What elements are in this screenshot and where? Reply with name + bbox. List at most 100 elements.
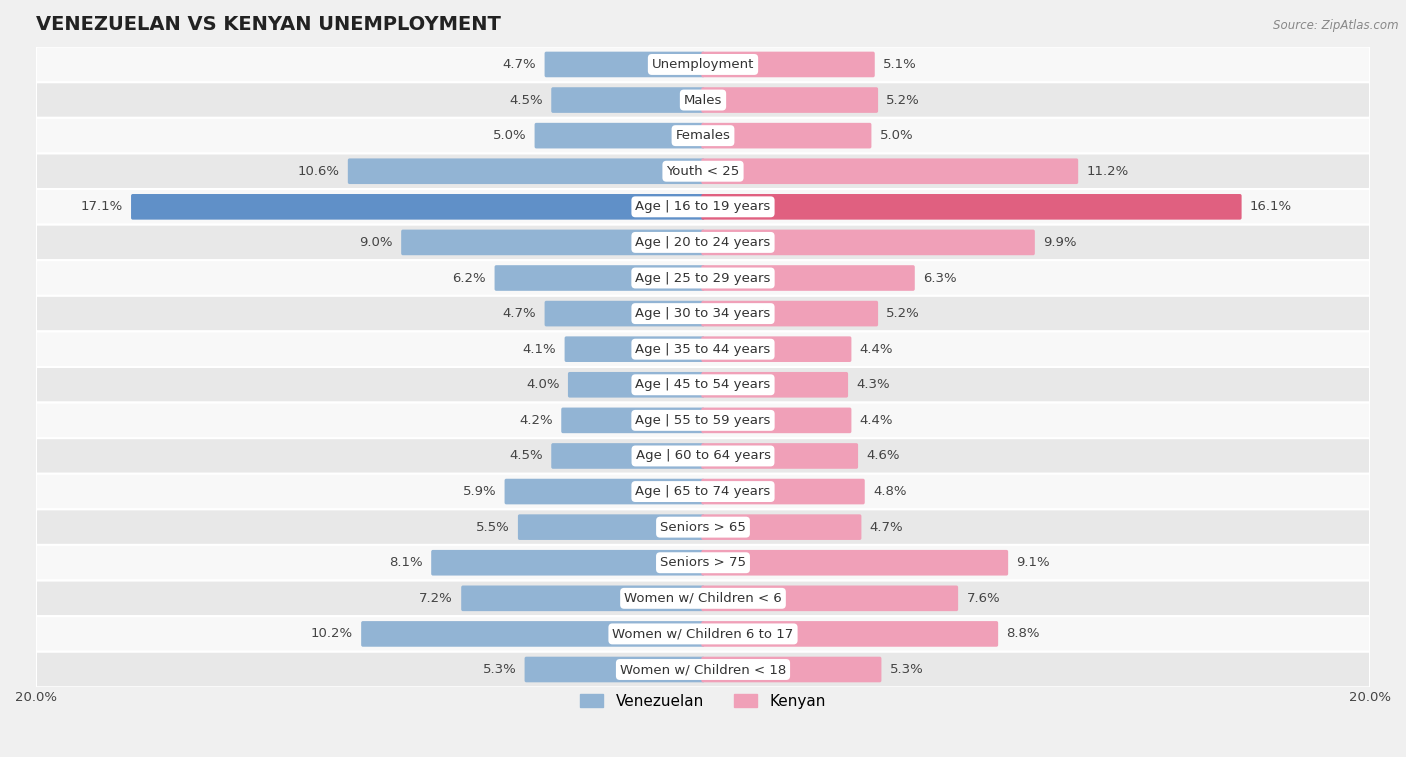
FancyBboxPatch shape bbox=[568, 372, 704, 397]
Text: 4.5%: 4.5% bbox=[509, 94, 543, 107]
Text: 4.7%: 4.7% bbox=[502, 307, 536, 320]
Text: Age | 35 to 44 years: Age | 35 to 44 years bbox=[636, 343, 770, 356]
FancyBboxPatch shape bbox=[401, 229, 704, 255]
Text: 4.2%: 4.2% bbox=[519, 414, 553, 427]
FancyBboxPatch shape bbox=[517, 514, 704, 540]
Text: 8.8%: 8.8% bbox=[1007, 628, 1040, 640]
FancyBboxPatch shape bbox=[544, 301, 704, 326]
Text: 8.1%: 8.1% bbox=[389, 556, 423, 569]
FancyBboxPatch shape bbox=[361, 621, 704, 646]
FancyBboxPatch shape bbox=[702, 585, 957, 611]
Text: Age | 60 to 64 years: Age | 60 to 64 years bbox=[636, 450, 770, 463]
Text: Age | 20 to 24 years: Age | 20 to 24 years bbox=[636, 236, 770, 249]
Text: Females: Females bbox=[675, 129, 731, 142]
FancyBboxPatch shape bbox=[37, 189, 1369, 225]
FancyBboxPatch shape bbox=[37, 225, 1369, 260]
FancyBboxPatch shape bbox=[551, 87, 704, 113]
FancyBboxPatch shape bbox=[702, 265, 915, 291]
FancyBboxPatch shape bbox=[432, 550, 704, 575]
FancyBboxPatch shape bbox=[37, 438, 1369, 474]
FancyBboxPatch shape bbox=[347, 158, 704, 184]
Text: 4.4%: 4.4% bbox=[859, 414, 893, 427]
Text: 16.1%: 16.1% bbox=[1250, 201, 1292, 213]
FancyBboxPatch shape bbox=[37, 509, 1369, 545]
FancyBboxPatch shape bbox=[702, 443, 858, 469]
FancyBboxPatch shape bbox=[702, 514, 862, 540]
Text: 10.6%: 10.6% bbox=[298, 165, 339, 178]
FancyBboxPatch shape bbox=[461, 585, 704, 611]
Text: Males: Males bbox=[683, 94, 723, 107]
Text: 4.7%: 4.7% bbox=[870, 521, 904, 534]
Text: 4.0%: 4.0% bbox=[526, 378, 560, 391]
FancyBboxPatch shape bbox=[702, 372, 848, 397]
Text: Seniors > 75: Seniors > 75 bbox=[659, 556, 747, 569]
Text: 5.5%: 5.5% bbox=[475, 521, 509, 534]
Text: 4.1%: 4.1% bbox=[523, 343, 557, 356]
FancyBboxPatch shape bbox=[505, 478, 704, 504]
FancyBboxPatch shape bbox=[565, 336, 704, 362]
Text: 5.3%: 5.3% bbox=[482, 663, 516, 676]
FancyBboxPatch shape bbox=[702, 621, 998, 646]
Text: 4.4%: 4.4% bbox=[859, 343, 893, 356]
Legend: Venezuelan, Kenyan: Venezuelan, Kenyan bbox=[574, 687, 832, 715]
Text: 5.1%: 5.1% bbox=[883, 58, 917, 71]
Text: 5.3%: 5.3% bbox=[890, 663, 924, 676]
FancyBboxPatch shape bbox=[702, 51, 875, 77]
FancyBboxPatch shape bbox=[37, 47, 1369, 83]
FancyBboxPatch shape bbox=[702, 656, 882, 682]
FancyBboxPatch shape bbox=[37, 118, 1369, 154]
Text: 4.3%: 4.3% bbox=[856, 378, 890, 391]
Text: 5.0%: 5.0% bbox=[880, 129, 914, 142]
FancyBboxPatch shape bbox=[37, 83, 1369, 118]
Text: Age | 30 to 34 years: Age | 30 to 34 years bbox=[636, 307, 770, 320]
FancyBboxPatch shape bbox=[702, 550, 1008, 575]
FancyBboxPatch shape bbox=[37, 260, 1369, 296]
FancyBboxPatch shape bbox=[37, 474, 1369, 509]
FancyBboxPatch shape bbox=[702, 87, 879, 113]
Text: Women w/ Children < 18: Women w/ Children < 18 bbox=[620, 663, 786, 676]
FancyBboxPatch shape bbox=[37, 154, 1369, 189]
Text: 9.1%: 9.1% bbox=[1017, 556, 1050, 569]
Text: 4.8%: 4.8% bbox=[873, 485, 907, 498]
FancyBboxPatch shape bbox=[702, 229, 1035, 255]
Text: Age | 16 to 19 years: Age | 16 to 19 years bbox=[636, 201, 770, 213]
FancyBboxPatch shape bbox=[37, 652, 1369, 687]
Text: 11.2%: 11.2% bbox=[1087, 165, 1129, 178]
FancyBboxPatch shape bbox=[534, 123, 704, 148]
FancyBboxPatch shape bbox=[37, 367, 1369, 403]
FancyBboxPatch shape bbox=[551, 443, 704, 469]
FancyBboxPatch shape bbox=[702, 336, 852, 362]
Text: 5.2%: 5.2% bbox=[886, 94, 920, 107]
FancyBboxPatch shape bbox=[495, 265, 704, 291]
FancyBboxPatch shape bbox=[702, 158, 1078, 184]
Text: Age | 25 to 29 years: Age | 25 to 29 years bbox=[636, 272, 770, 285]
Text: 4.5%: 4.5% bbox=[509, 450, 543, 463]
FancyBboxPatch shape bbox=[702, 407, 852, 433]
Text: 10.2%: 10.2% bbox=[311, 628, 353, 640]
Text: 6.3%: 6.3% bbox=[924, 272, 956, 285]
Text: 6.2%: 6.2% bbox=[453, 272, 486, 285]
FancyBboxPatch shape bbox=[702, 123, 872, 148]
Text: 5.9%: 5.9% bbox=[463, 485, 496, 498]
Text: 4.7%: 4.7% bbox=[502, 58, 536, 71]
Text: 4.6%: 4.6% bbox=[866, 450, 900, 463]
FancyBboxPatch shape bbox=[37, 403, 1369, 438]
FancyBboxPatch shape bbox=[37, 616, 1369, 652]
FancyBboxPatch shape bbox=[544, 51, 704, 77]
FancyBboxPatch shape bbox=[37, 296, 1369, 332]
Text: Women w/ Children < 6: Women w/ Children < 6 bbox=[624, 592, 782, 605]
FancyBboxPatch shape bbox=[702, 194, 1241, 220]
FancyBboxPatch shape bbox=[702, 301, 879, 326]
FancyBboxPatch shape bbox=[702, 478, 865, 504]
Text: Youth < 25: Youth < 25 bbox=[666, 165, 740, 178]
Text: 7.6%: 7.6% bbox=[966, 592, 1000, 605]
Text: VENEZUELAN VS KENYAN UNEMPLOYMENT: VENEZUELAN VS KENYAN UNEMPLOYMENT bbox=[37, 15, 501, 34]
Text: 9.0%: 9.0% bbox=[360, 236, 392, 249]
Text: Unemployment: Unemployment bbox=[652, 58, 754, 71]
Text: Seniors > 65: Seniors > 65 bbox=[659, 521, 747, 534]
Text: 5.0%: 5.0% bbox=[492, 129, 526, 142]
FancyBboxPatch shape bbox=[131, 194, 704, 220]
Text: Source: ZipAtlas.com: Source: ZipAtlas.com bbox=[1274, 19, 1399, 32]
FancyBboxPatch shape bbox=[524, 656, 704, 682]
Text: Age | 45 to 54 years: Age | 45 to 54 years bbox=[636, 378, 770, 391]
